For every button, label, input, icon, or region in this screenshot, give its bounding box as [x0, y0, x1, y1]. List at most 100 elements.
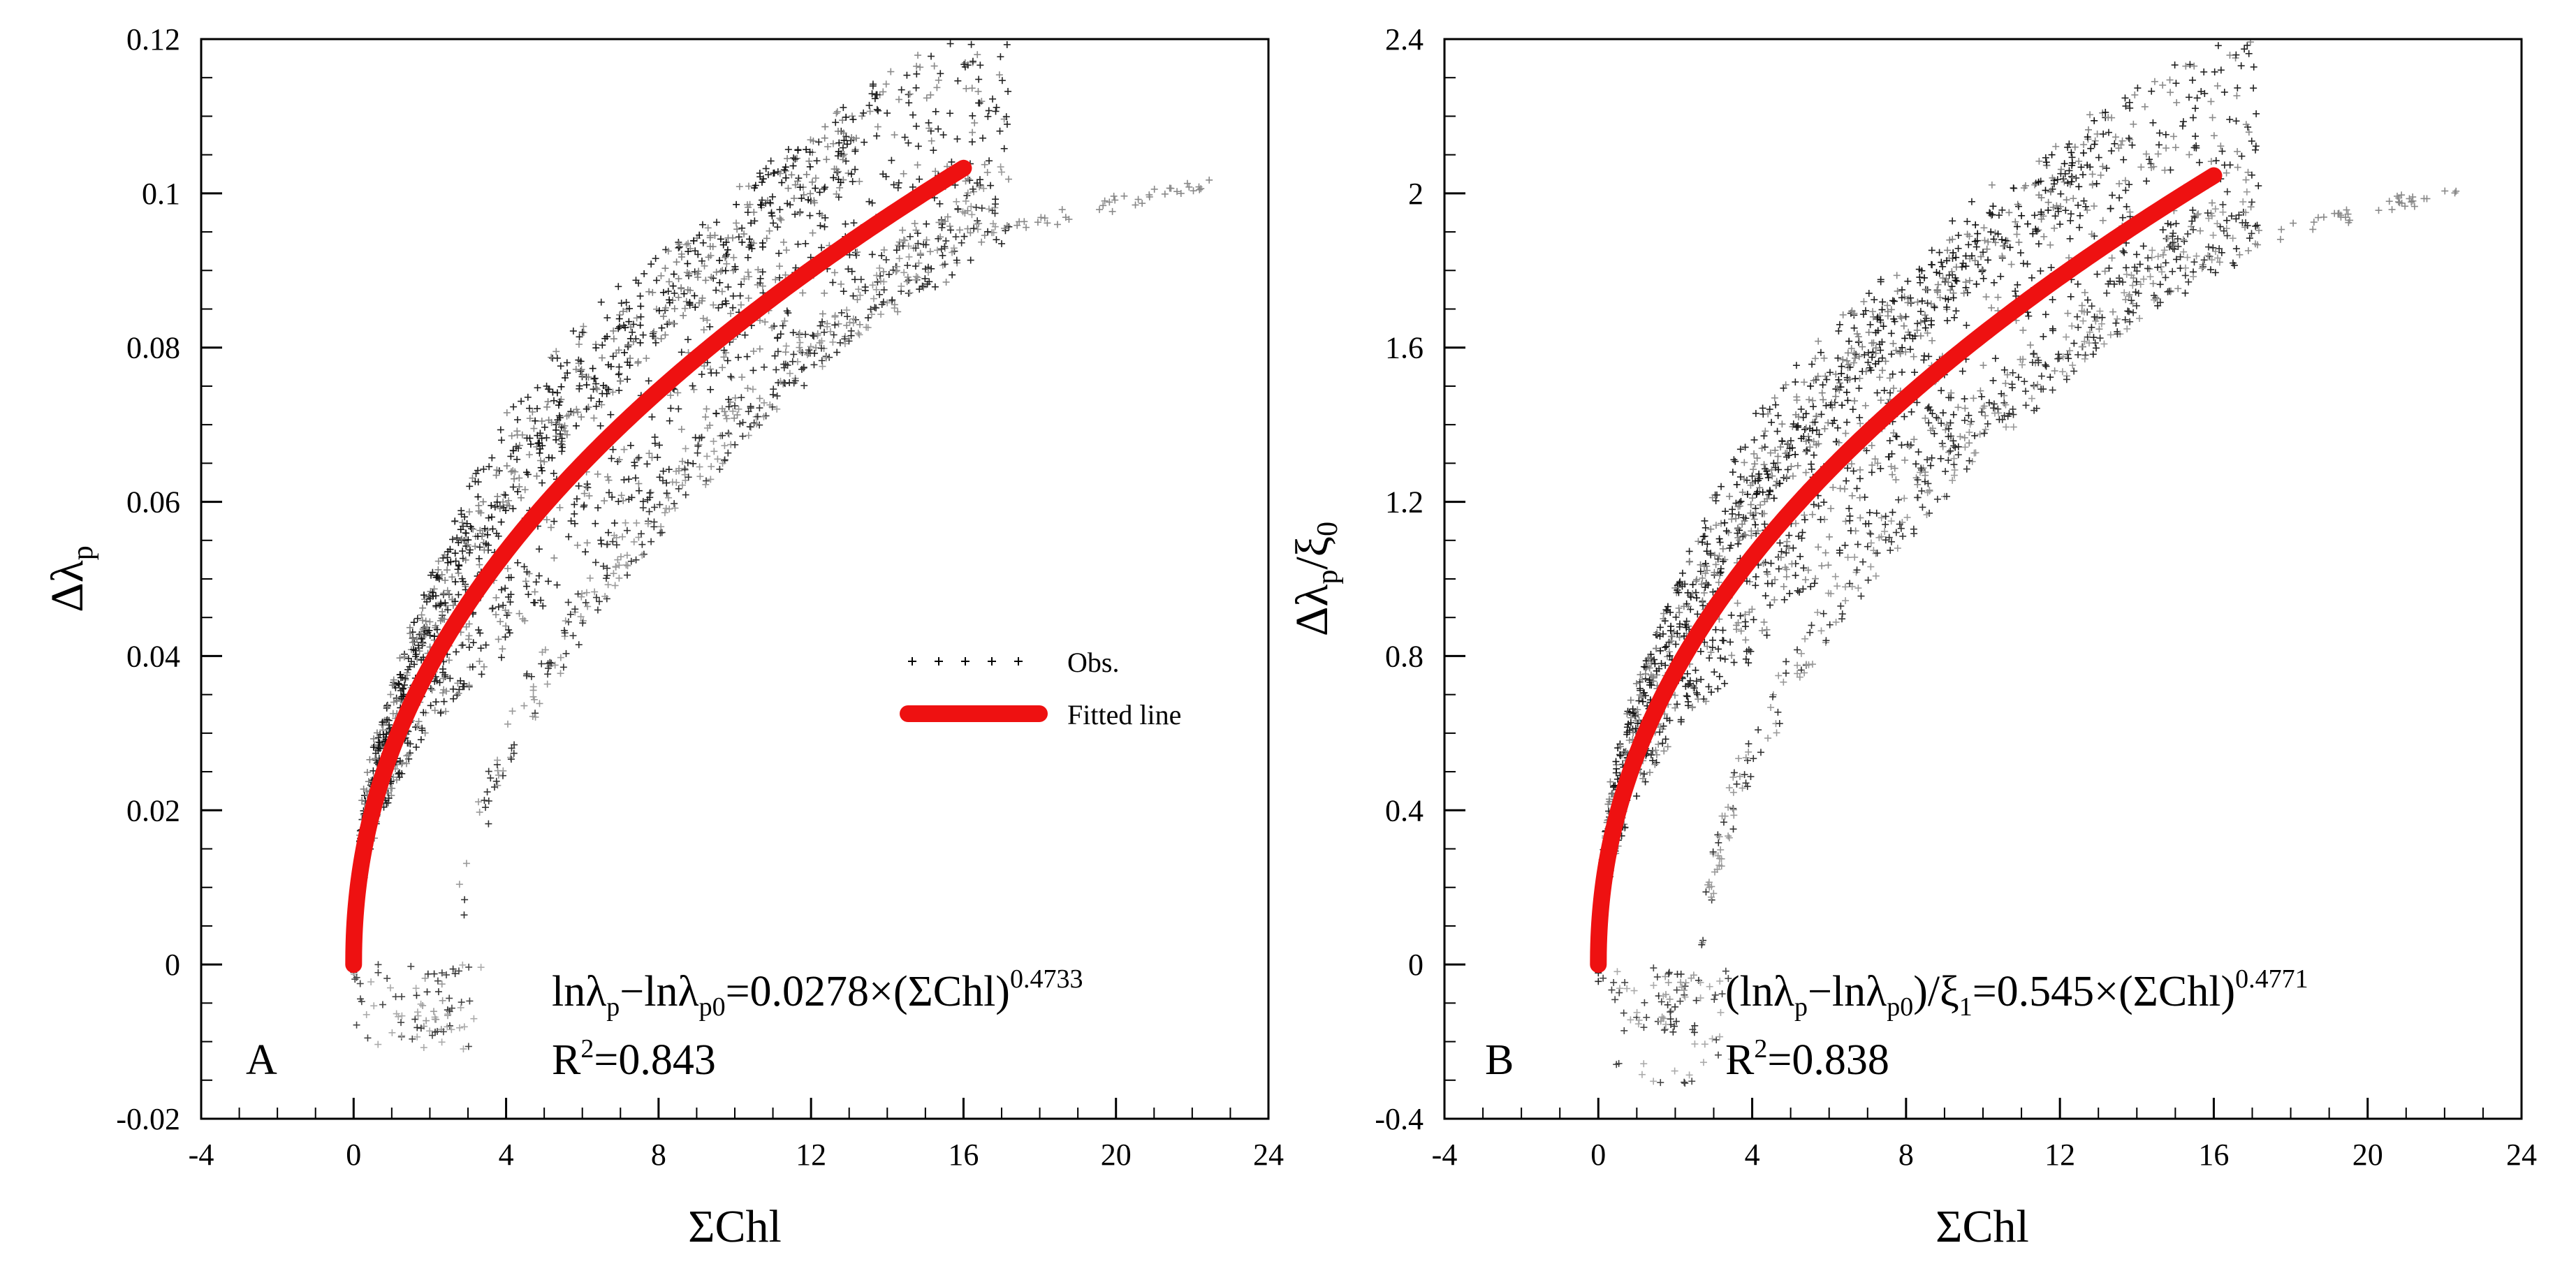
obs-point [1980, 429, 1988, 437]
obs-point [2040, 233, 2048, 240]
obs-point [950, 244, 958, 252]
obs-point [651, 439, 659, 447]
obs-point [1807, 582, 1815, 590]
obs-point [608, 455, 615, 462]
obs-point [703, 316, 711, 324]
obs-point [1887, 462, 1895, 470]
obs-point [2217, 142, 2225, 150]
obs-point [844, 265, 852, 273]
x-axis-tick-labels: -4 0 4 8 12 16 20 24 [189, 1138, 1284, 1172]
obs-point [451, 517, 459, 525]
obs-point [756, 404, 763, 412]
panel-a: -4 0 4 8 12 16 20 24 -0.0200.020.040.060.080.10… [42, 22, 1284, 1252]
obs-point [812, 184, 819, 192]
obs-point [2099, 216, 2107, 224]
obs-point [2186, 61, 2194, 68]
obs-point [2085, 126, 2093, 133]
obs-point [1908, 408, 1915, 416]
obs-point [995, 71, 1003, 79]
obs-point [1766, 406, 1773, 413]
obs-point [928, 52, 935, 60]
obs-point [967, 229, 974, 237]
obs-point [636, 292, 644, 300]
obs-point [1664, 743, 1671, 751]
obs-point [887, 68, 895, 75]
obs-point [681, 304, 689, 312]
obs-point [739, 432, 747, 440]
y-tick-label: 0.06 [126, 485, 180, 520]
obs-point [580, 323, 587, 330]
obs-point [1850, 467, 1857, 475]
obs-point [802, 330, 810, 338]
obs-point [538, 660, 546, 668]
obs-point [573, 541, 581, 549]
obs-point [418, 617, 426, 624]
obs-point [2017, 249, 2024, 257]
obs-point [445, 656, 453, 664]
obs-point [718, 288, 726, 295]
obs-point [1771, 596, 1778, 603]
obs-point [821, 223, 828, 230]
obs-point [714, 455, 722, 463]
obs-point [771, 352, 779, 360]
obs-point [2076, 212, 2084, 219]
obs-point [436, 601, 444, 609]
obs-point [2159, 81, 2167, 89]
x-tick-label: 4 [499, 1138, 514, 1172]
obs-point [2136, 314, 2144, 322]
obs-point [1990, 279, 1998, 286]
obs-point [543, 516, 550, 524]
obs-point [1120, 192, 1128, 200]
obs-point [1771, 394, 1778, 402]
obs-point [458, 999, 465, 1006]
obs-point [1796, 588, 1803, 596]
obs-point [1667, 622, 1675, 630]
obs-point [1786, 589, 1794, 597]
obs-point [1806, 629, 1814, 636]
obs-point [2250, 84, 2257, 92]
y-tick-label: 0.1 [142, 177, 180, 211]
obs-point [1708, 644, 1716, 652]
obs-point [671, 500, 678, 508]
obs-point [2057, 166, 2065, 173]
obs-point [614, 556, 622, 564]
obs-point [658, 324, 666, 332]
obs-point [901, 133, 909, 141]
obs-point [417, 1000, 425, 1008]
obs-point [449, 685, 457, 693]
obs-point [1826, 533, 1834, 541]
obs-point [796, 339, 804, 346]
obs-point [890, 181, 898, 189]
obs-point [788, 171, 796, 179]
obs-point [931, 283, 939, 291]
obs-point [1827, 505, 1835, 513]
r-squared: R2=0.843 [552, 1034, 716, 1084]
obs-point [1849, 406, 1857, 413]
obs-point [2331, 210, 2339, 217]
obs-point [494, 756, 502, 764]
obs-point [782, 348, 789, 356]
obs-point [407, 962, 415, 970]
obs-point [2086, 111, 2094, 119]
obs-point [1595, 978, 1602, 985]
x-tick-label: 16 [948, 1138, 979, 1172]
obs-point [615, 283, 622, 291]
obs-point [1931, 429, 1938, 437]
obs-point [433, 677, 441, 684]
obs-point [1868, 462, 1876, 469]
obs-point [544, 578, 552, 585]
obs-point [475, 626, 483, 634]
obs-point [1797, 649, 1805, 657]
obs-point [397, 686, 404, 694]
obs-point [817, 222, 824, 230]
obs-point [1695, 538, 1702, 545]
obs-point [2192, 133, 2200, 140]
obs-point [653, 277, 661, 284]
obs-point [649, 288, 657, 296]
obs-point [454, 566, 462, 573]
obs-point [851, 166, 859, 173]
obs-point [2005, 209, 2013, 216]
obs-point [2149, 280, 2157, 288]
obs-point [2044, 198, 2052, 206]
obs-point [2019, 361, 2026, 369]
